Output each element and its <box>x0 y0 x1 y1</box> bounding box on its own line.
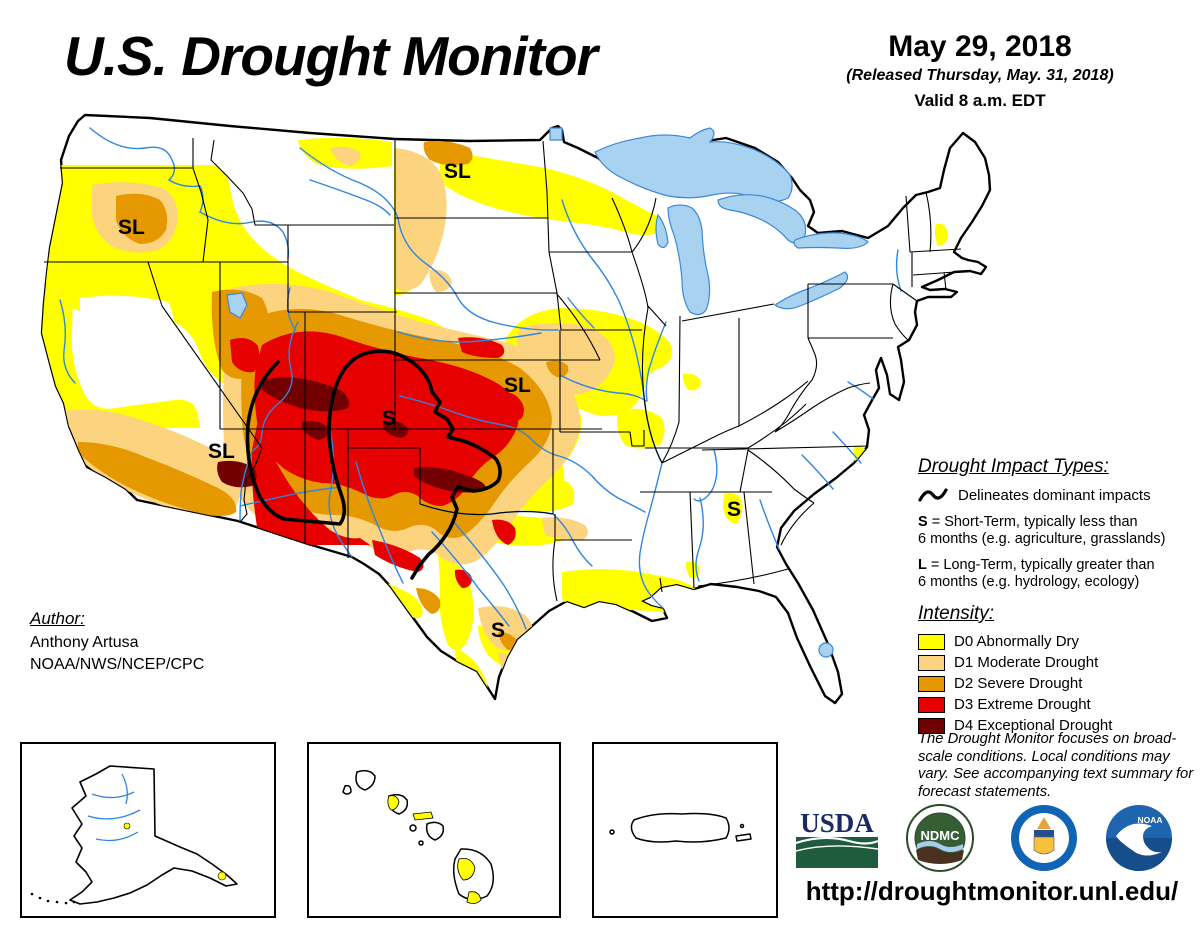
author-title: Author: <box>30 609 85 628</box>
d3-swatch <box>918 696 945 713</box>
author-org: NOAA/NWS/NCEP/CPC <box>30 656 205 673</box>
delineates-label: Delineates dominant impacts <box>958 486 1151 504</box>
map-label-alabama: S <box>727 498 741 521</box>
noaa-logo: NOAA <box>1106 805 1172 871</box>
lake-erie <box>773 271 849 310</box>
map-label-north-dakota: SL <box>444 160 471 183</box>
map-label-arizona: SL <box>208 440 235 463</box>
great-lakes <box>226 127 869 658</box>
aleutian-islands <box>30 892 76 905</box>
map-label-oregon: SL <box>118 216 145 239</box>
long-term-note: L = Long-Term, typically greater than 6 … <box>918 557 1155 590</box>
svg-text:NDMC: NDMC <box>921 828 961 843</box>
usda-logo: USDA <box>795 808 879 868</box>
inset-alaska <box>20 742 276 918</box>
intensity-row-d3: D3 Extreme Drought <box>918 696 1196 713</box>
lake-okeechobee <box>818 642 834 658</box>
intensity-row-d4: D4 Exceptional Drought <box>918 717 1196 734</box>
released-date: (Released Thursday, May. 31, 2018) <box>846 67 1114 84</box>
d1-swatch <box>918 654 945 671</box>
lake-of-the-woods <box>549 127 563 141</box>
hawaii-d0-spots <box>387 795 482 904</box>
commerce-logo <box>1011 805 1077 871</box>
short-term-note: S = Short-Term, typically less than 6 mo… <box>918 514 1166 547</box>
green-bay <box>655 213 669 249</box>
no-drought-pockets <box>79 295 174 390</box>
svg-text:NOAA: NOAA <box>1137 815 1162 825</box>
impact-delineation-line <box>245 349 502 580</box>
d2-swatch <box>918 675 945 692</box>
map-label-missouri: SL <box>504 374 531 397</box>
alaska-d0-spots <box>123 822 227 881</box>
intensity-row-d2: D2 Severe Drought <box>918 675 1196 692</box>
alaska-rivers <box>87 773 141 842</box>
author-name: Anthony Artusa <box>30 634 139 651</box>
date-block: May 29, 2018 (Released Thursday, May. 31… <box>795 30 1165 111</box>
author-block: Author: Anthony Artusa NOAA/NWS/NCEP/CPC <box>30 608 204 676</box>
d0-swatch <box>918 633 945 650</box>
map-label-colorado-kansas: S <box>382 407 396 430</box>
conus-drought-map: SL SL SL SL S S S <box>40 113 992 705</box>
inset-hawaii <box>307 742 561 918</box>
intensity-row-d0: D0 Abnormally Dry <box>918 633 1196 650</box>
delineation-curve-icon <box>918 488 948 502</box>
page-title: U.S. Drought Monitor <box>64 25 598 87</box>
lake-ontario <box>793 232 869 249</box>
alaska-outline <box>69 765 238 905</box>
inset-puerto-rico <box>592 742 778 918</box>
lake-superior <box>594 127 793 203</box>
disclaimer-text: The Drought Monitor focuses on broad-sca… <box>918 731 1194 800</box>
hawaii-islands <box>342 769 494 901</box>
ndmc-logo: NDMC <box>906 804 974 872</box>
intensity-title: Intensity: <box>918 603 995 624</box>
rivers <box>59 127 902 630</box>
valid-time: Valid 8 a.m. EDT <box>914 91 1046 110</box>
intensity-row-d1: D1 Moderate Drought <box>918 654 1196 671</box>
url-link[interactable]: http://droughtmonitor.unl.edu/ <box>805 876 1179 906</box>
great-salt-lake <box>226 292 248 319</box>
map-date: May 29, 2018 <box>888 30 1072 63</box>
impact-types-title: Drought Impact Types: <box>918 456 1109 477</box>
d4-swatch <box>918 717 945 734</box>
lake-michigan <box>667 204 711 316</box>
legend: Drought Impact Types: Delineates dominan… <box>918 456 1196 738</box>
puerto-rico-outline <box>609 812 752 843</box>
svg-text:USDA: USDA <box>800 808 874 838</box>
map-label-texas: S <box>491 619 505 642</box>
